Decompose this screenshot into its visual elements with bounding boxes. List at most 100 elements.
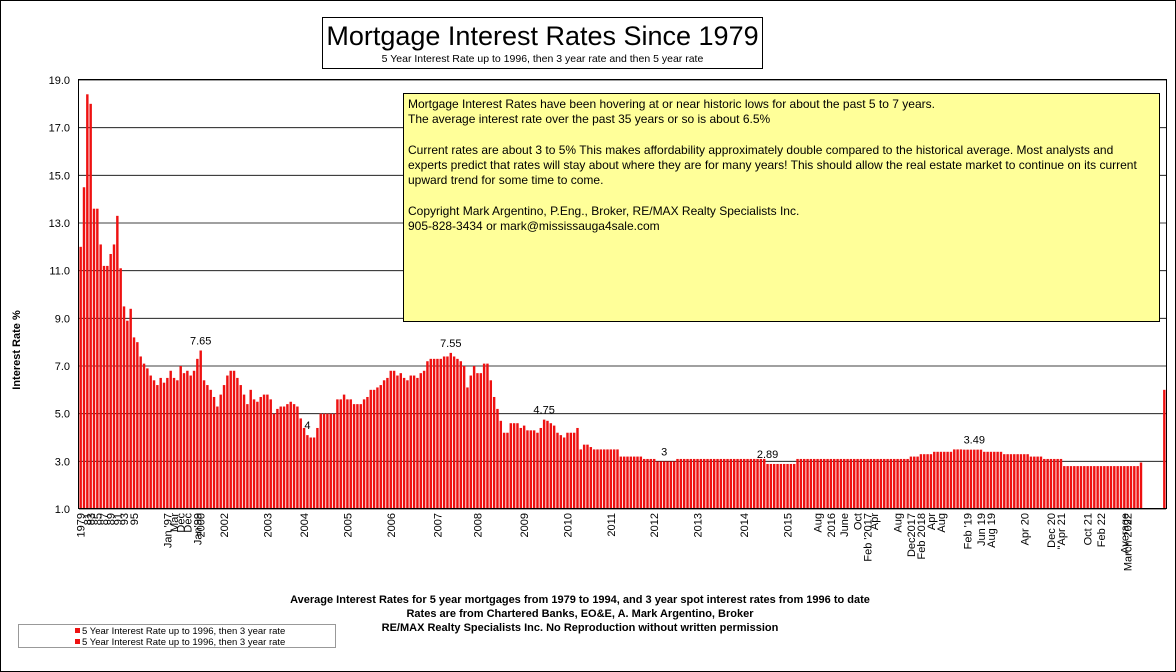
bar xyxy=(252,399,256,509)
bar xyxy=(232,370,236,509)
note-line-1: Mortgage Interest Rates have been hoveri… xyxy=(408,97,935,111)
bar xyxy=(339,399,342,509)
x-tick-label: 89 xyxy=(106,513,118,525)
bar xyxy=(486,363,489,509)
y-tick-label: 15.0 xyxy=(49,170,70,182)
bar xyxy=(272,413,276,509)
bar xyxy=(949,451,953,509)
bar xyxy=(122,306,126,509)
bar xyxy=(536,432,539,509)
bar xyxy=(946,451,949,509)
bar xyxy=(429,358,432,509)
note-contact: 905-828-3434 or mark@mississauga4sale.co… xyxy=(408,219,660,233)
bar xyxy=(289,401,292,509)
bar xyxy=(923,454,926,509)
bar xyxy=(382,380,386,509)
bar xyxy=(92,208,96,509)
bar xyxy=(869,458,873,509)
bar xyxy=(499,420,503,509)
bar xyxy=(222,385,226,509)
bar xyxy=(422,370,426,509)
x-tick-label: Aug xyxy=(813,513,825,533)
bar xyxy=(186,370,189,509)
bar xyxy=(492,396,496,509)
bar xyxy=(1089,466,1093,509)
data-label: 4.75 xyxy=(533,405,554,417)
bar xyxy=(769,463,773,509)
bar xyxy=(109,253,112,509)
bar xyxy=(99,244,102,509)
bar xyxy=(352,404,356,509)
chart-title-box: Mortgage Interest Rates Since 1979 5 Yea… xyxy=(322,17,763,69)
bar xyxy=(836,458,839,509)
bar xyxy=(943,451,946,509)
bar xyxy=(349,399,352,509)
x-tick-label: 2005 xyxy=(342,513,354,537)
bar xyxy=(659,461,663,509)
x-tick-label: Feb '19 xyxy=(963,513,975,549)
bar xyxy=(833,458,836,509)
bar xyxy=(1086,466,1089,509)
bar xyxy=(299,418,302,509)
bar xyxy=(616,449,619,509)
bar xyxy=(759,458,763,509)
bar xyxy=(986,451,989,509)
bar xyxy=(169,370,172,509)
bar xyxy=(772,463,776,509)
y-tick-label: 1.0 xyxy=(55,504,70,516)
bar xyxy=(112,244,116,509)
bar xyxy=(226,375,229,509)
x-tick-label: 83 xyxy=(86,513,98,525)
data-label: 2.89 xyxy=(757,449,778,461)
y-tick-label: 11.0 xyxy=(49,266,70,278)
bar xyxy=(96,208,99,509)
bar xyxy=(879,458,883,509)
bar xyxy=(522,425,526,509)
bar xyxy=(466,387,469,509)
bar xyxy=(262,394,266,509)
bar xyxy=(936,451,939,509)
bar xyxy=(662,461,666,509)
bar xyxy=(1066,466,1069,509)
bar xyxy=(629,456,633,509)
bar xyxy=(976,449,979,509)
bar xyxy=(999,451,1003,509)
bar xyxy=(569,432,573,509)
bar xyxy=(266,394,269,509)
bar xyxy=(479,373,483,509)
bar xyxy=(639,456,643,509)
bar xyxy=(1059,458,1063,509)
x-tick-label: 1979 xyxy=(76,513,88,537)
bar xyxy=(1119,466,1123,509)
bar xyxy=(1116,466,1119,509)
bar xyxy=(119,268,122,509)
x-tick-label: Aug 19 xyxy=(986,513,998,548)
bar xyxy=(129,308,132,509)
x-tick-label: Apr 20 xyxy=(1019,513,1031,545)
bar xyxy=(973,449,976,509)
bar xyxy=(966,449,969,509)
bar xyxy=(652,458,656,509)
x-tick-label: Mar xyxy=(169,513,181,532)
bar xyxy=(506,432,509,509)
footer-line-3: RE/MAX Realty Specialists Inc. No Reprod… xyxy=(381,622,779,634)
bar xyxy=(926,454,929,509)
bar xyxy=(679,458,683,509)
x-tick-label: 2012 xyxy=(649,513,661,537)
bar xyxy=(376,387,379,509)
x-tick-label: Feb '2017 xyxy=(863,513,875,562)
bar xyxy=(642,458,646,509)
x-tick-label: Apr xyxy=(926,513,938,530)
bar xyxy=(752,458,756,509)
legend: 5 Year Interest Rate up to 1996, then 3 … xyxy=(18,624,336,648)
bar xyxy=(823,458,826,509)
bar xyxy=(1043,458,1046,509)
bar xyxy=(559,435,563,509)
bar xyxy=(1063,466,1066,509)
bar xyxy=(1046,458,1049,509)
bar xyxy=(316,427,319,509)
x-tick-label: June xyxy=(839,513,851,537)
bar xyxy=(482,363,486,509)
bar xyxy=(582,444,586,509)
bar xyxy=(199,350,202,509)
